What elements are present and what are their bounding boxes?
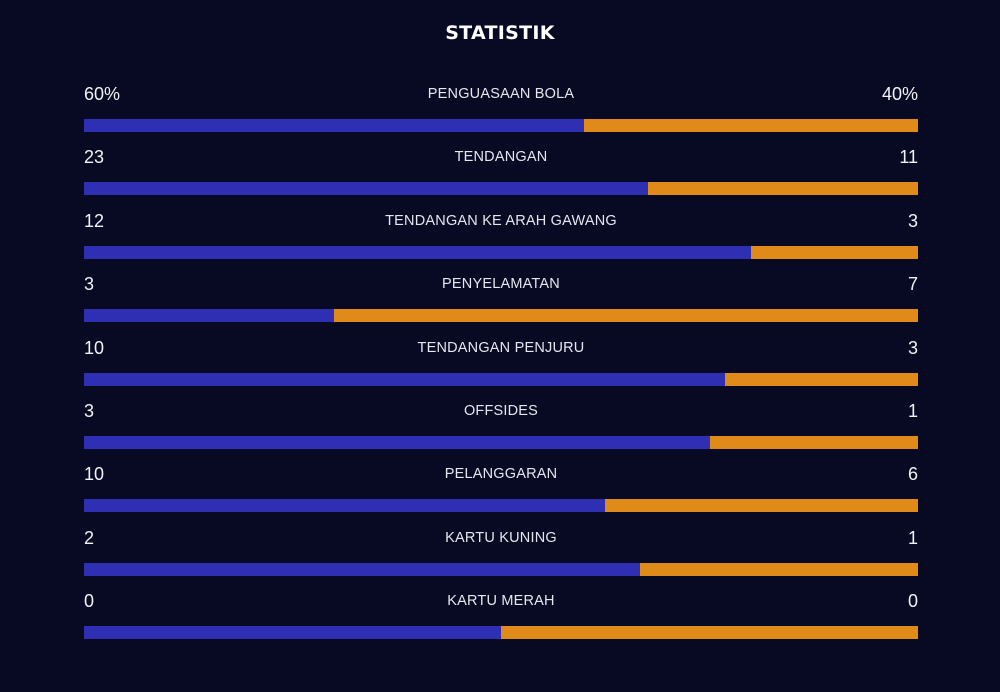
home-value: 60% bbox=[84, 84, 121, 104]
stat-row-fouls: 10 PELANGGARAN 6 bbox=[84, 460, 918, 523]
stat-label: KARTU KUNING bbox=[445, 529, 557, 546]
away-bar-segment bbox=[709, 435, 918, 449]
home-value: 0 bbox=[84, 591, 95, 612]
away-bar-segment bbox=[584, 119, 918, 132]
stat-row-shots-on-target: 12 TENDANGAN KE ARAH GAWANG 3 bbox=[84, 207, 918, 270]
home-value: 3 bbox=[84, 400, 95, 421]
away-value: 1 bbox=[907, 400, 918, 421]
stat-row-corners: 10 TENDANGAN PENJURU 3 bbox=[84, 334, 918, 397]
comparison-bar bbox=[84, 309, 918, 323]
away-bar-segment bbox=[334, 309, 918, 323]
comparison-bar bbox=[84, 182, 918, 196]
home-bar-segment bbox=[84, 562, 641, 576]
away-bar-segment bbox=[605, 499, 918, 513]
home-bar-segment bbox=[84, 309, 335, 323]
home-value: 2 bbox=[84, 527, 95, 548]
stat-label: PELANGGARAN bbox=[444, 466, 558, 483]
away-bar-segment bbox=[640, 562, 918, 576]
away-value: 6 bbox=[907, 464, 918, 485]
home-bar-segment bbox=[84, 372, 726, 386]
home-bar-segment bbox=[84, 626, 501, 640]
stat-row-saves: 3 PENYELAMATAN 7 bbox=[84, 270, 918, 333]
away-value: 7 bbox=[907, 274, 918, 295]
stat-label: TENDANGAN bbox=[454, 149, 548, 166]
home-value: 10 bbox=[84, 337, 105, 358]
stats-title: STATISTIK bbox=[445, 22, 555, 44]
comparison-bar bbox=[84, 119, 918, 132]
stats-list: 60% PENGUASAAN BOLA 40% 23 TENDANGAN 11 … bbox=[84, 80, 918, 651]
comparison-bar bbox=[84, 372, 918, 386]
home-bar-segment bbox=[84, 245, 752, 259]
comparison-bar bbox=[84, 245, 918, 259]
home-value: 10 bbox=[84, 464, 105, 485]
home-value: 23 bbox=[84, 147, 105, 168]
away-bar-segment bbox=[647, 182, 918, 196]
stat-label: PENYELAMATAN bbox=[442, 276, 560, 293]
stat-row-red-cards: 0 KARTU MERAH 0 bbox=[84, 587, 918, 650]
comparison-bar bbox=[84, 626, 918, 640]
away-value: 11 bbox=[899, 147, 918, 168]
away-bar-segment bbox=[751, 245, 918, 259]
stat-label: TENDANGAN KE ARAH GAWANG bbox=[385, 212, 617, 229]
comparison-bar bbox=[84, 499, 918, 513]
away-value: 3 bbox=[907, 337, 918, 358]
away-value: 3 bbox=[907, 210, 918, 231]
comparison-bar bbox=[84, 562, 918, 576]
away-bar-segment bbox=[501, 626, 918, 640]
away-value: 1 bbox=[907, 527, 918, 548]
away-bar-segment bbox=[725, 372, 918, 386]
stat-row-yellow-cards: 2 KARTU KUNING 1 bbox=[84, 524, 918, 587]
stat-row-possession: 60% PENGUASAAN BOLA 40% bbox=[84, 80, 918, 143]
home-bar-segment bbox=[84, 119, 585, 132]
stat-label: TENDANGAN PENJURU bbox=[417, 339, 585, 356]
stat-label: PENGUASAAN BOLA bbox=[427, 86, 575, 102]
comparison-bar bbox=[84, 435, 918, 449]
away-value: 40% bbox=[881, 84, 918, 104]
home-value: 12 bbox=[84, 210, 105, 231]
stat-label: OFFSIDES bbox=[463, 402, 539, 419]
home-bar-segment bbox=[84, 499, 606, 513]
stat-row-offsides: 3 OFFSIDES 1 bbox=[84, 397, 918, 460]
home-value: 3 bbox=[84, 274, 95, 295]
home-bar-segment bbox=[84, 435, 710, 449]
away-value: 0 bbox=[907, 591, 918, 612]
stat-row-shots: 23 TENDANGAN 11 bbox=[84, 143, 918, 206]
stat-label: KARTU MERAH bbox=[447, 593, 555, 610]
home-bar-segment bbox=[84, 182, 648, 196]
